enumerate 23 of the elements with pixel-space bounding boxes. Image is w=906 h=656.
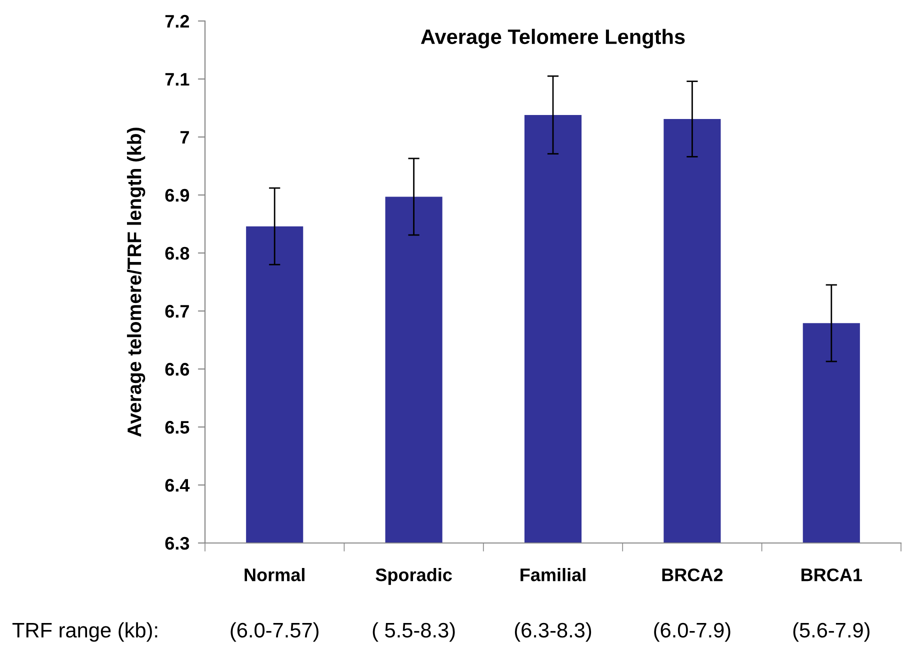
x-tick-label: BRCA1 bbox=[802, 568, 862, 582]
y-tick-label: 7.2 bbox=[165, 14, 189, 28]
y-tick-label: 6.6 bbox=[165, 362, 190, 376]
text: (5.6-7.9) bbox=[793, 622, 870, 642]
x-tick-label: Familial bbox=[520, 568, 586, 582]
y-tick-label: 6.5 bbox=[165, 420, 190, 434]
y-tick-label: 6.9 bbox=[165, 188, 190, 202]
y-tick-label: 7 bbox=[180, 131, 189, 144]
x-tick-label: Normal bbox=[244, 568, 304, 582]
y-tick-label: 6.4 bbox=[165, 478, 190, 492]
y-axis-title: Average telomere/TRF length (kb) bbox=[126, 128, 146, 437]
x-tick-label: Sporadic bbox=[376, 568, 452, 585]
y-tick-label: 6.7 bbox=[165, 304, 189, 318]
y-tick-label: 7.1 bbox=[165, 73, 190, 86]
text: TRF range (kb): bbox=[12, 622, 158, 642]
text: (6.0-7.57) bbox=[230, 622, 318, 642]
text: ( 5.5-8.3) bbox=[372, 622, 455, 642]
text: (6.3-8.3) bbox=[514, 622, 592, 642]
y-tick-label: 6.3 bbox=[165, 536, 190, 550]
text: (6.0-7.9) bbox=[654, 622, 730, 642]
x-tick-label: BRCA2 bbox=[662, 568, 723, 582]
y-tick-label: 6.8 bbox=[165, 246, 190, 260]
chart-title: Average Telomere Lengths bbox=[420, 28, 685, 48]
